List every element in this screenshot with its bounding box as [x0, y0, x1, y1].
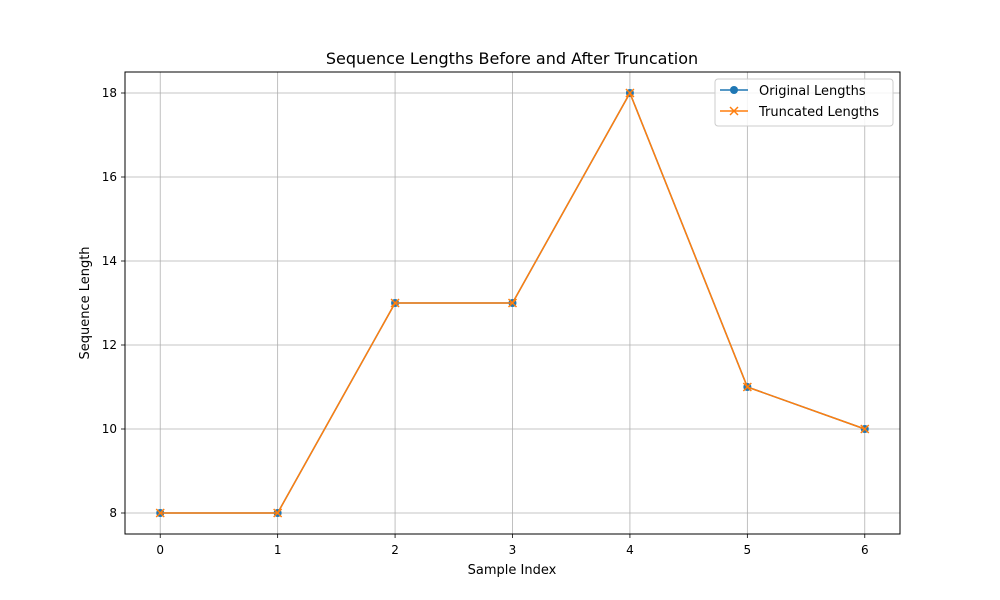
x-tick-label: 6 — [861, 543, 869, 557]
x-tick-label: 1 — [274, 543, 282, 557]
legend-marker-circle — [730, 86, 738, 94]
y-tick-label: 12 — [102, 338, 117, 352]
legend-marker-x — [729, 106, 739, 116]
x-marker-stroke — [507, 298, 518, 308]
chart-title: Sequence Lengths Before and After Trunca… — [326, 49, 698, 68]
x-marker-stroke — [273, 508, 283, 518]
legend-box — [714, 78, 894, 127]
x-marker-stroke — [390, 298, 400, 308]
y-tick-label: 18 — [102, 86, 117, 100]
x-marker-stroke — [742, 382, 752, 392]
x-tick-label: 0 — [156, 543, 164, 557]
x-marker-stroke — [625, 88, 635, 98]
y-axis-ticks: 8 10 12 14 16 18 — [102, 86, 125, 520]
legend: Original Lengths Truncated Lengths — [714, 78, 894, 127]
x-axis-label: Sample Index — [468, 563, 557, 578]
y-tick-label: 14 — [102, 254, 117, 268]
y-tick-label: 10 — [102, 422, 117, 436]
data-point-truncated — [860, 424, 870, 434]
x-tick-label: 3 — [509, 543, 517, 557]
x-tick-label: 2 — [391, 543, 399, 557]
data-point-truncated — [273, 508, 283, 518]
data-point-truncated — [625, 88, 635, 98]
y-tick-label: 8 — [109, 506, 117, 520]
series-group — [155, 88, 870, 518]
data-point-truncated — [742, 382, 752, 392]
x-axis-ticks: 0 1 2 3 4 5 6 — [156, 534, 869, 557]
x-marker-stroke — [860, 424, 870, 434]
data-point-truncated — [155, 508, 165, 518]
x-tick-label: 5 — [744, 543, 752, 557]
y-tick-label: 16 — [102, 170, 117, 184]
y-axis-label: Sequence Length — [78, 246, 93, 359]
data-point-truncated — [390, 298, 400, 308]
data-point-truncated — [507, 298, 518, 308]
legend-label-0: Original Lengths — [759, 84, 866, 99]
x-marker-stroke — [155, 508, 165, 518]
x-tick-label: 4 — [626, 543, 634, 557]
legend-label-1: Truncated Lengths — [758, 105, 879, 120]
